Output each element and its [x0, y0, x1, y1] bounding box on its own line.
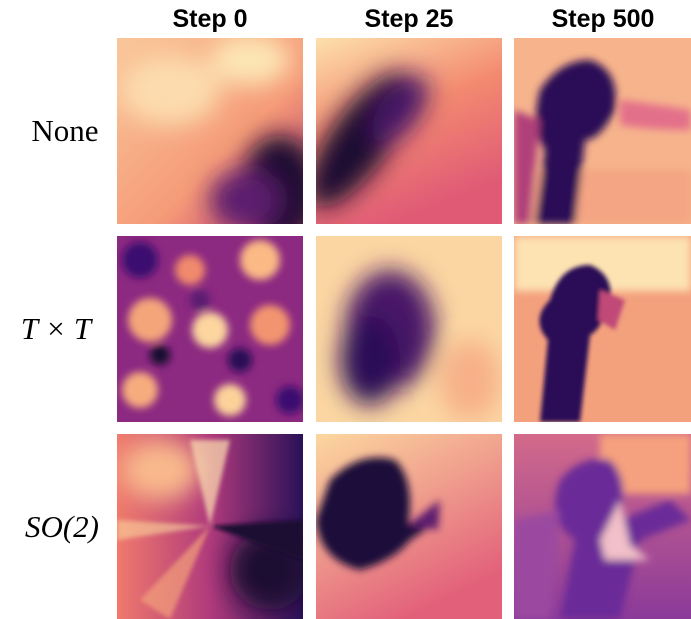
image-panel: [316, 434, 502, 619]
column-header: Step 500: [552, 5, 655, 33]
row-label: None: [31, 113, 98, 148]
figure: Step 0 Step 25 Step 500 None T × T SO(2): [0, 0, 691, 619]
page: Step 0 Step 25 Step 500 None T × T SO(2): [0, 0, 691, 619]
image-panel: [316, 236, 502, 422]
image-panel: [290, 38, 502, 224]
column-header: Step 0: [172, 5, 247, 33]
row-label: T × T: [21, 311, 94, 346]
image-panel: [514, 38, 691, 224]
image-panel: [117, 35, 320, 245]
row-label: SO(2): [25, 509, 99, 544]
column-header: Step 25: [365, 5, 454, 33]
image-panel: [117, 236, 304, 422]
image-panel: [514, 434, 691, 619]
image-panel: [117, 434, 310, 619]
image-panel: [514, 236, 691, 422]
